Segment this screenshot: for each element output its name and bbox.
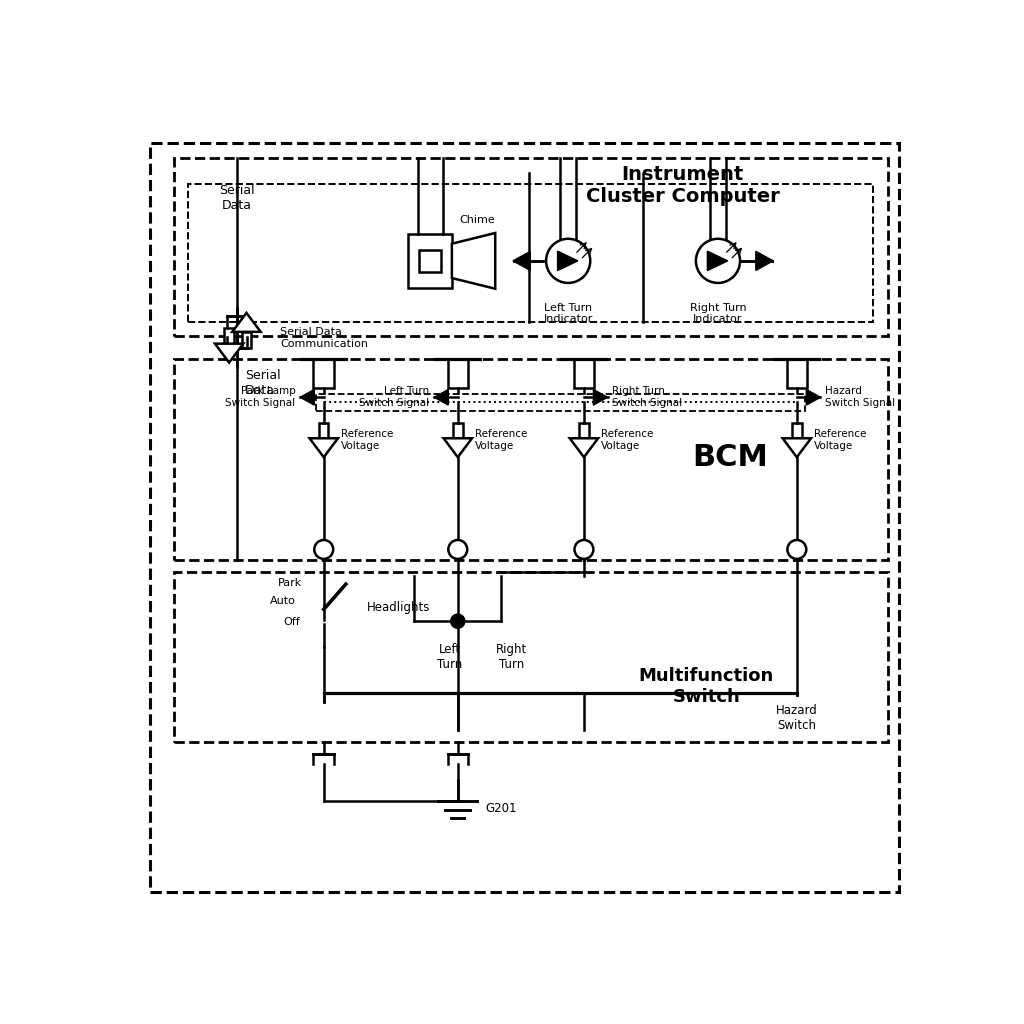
Text: Serial
Data: Serial Data bbox=[219, 183, 255, 212]
Bar bbox=[573, 359, 594, 388]
Polygon shape bbox=[443, 438, 472, 457]
Circle shape bbox=[314, 540, 333, 559]
Polygon shape bbox=[756, 251, 773, 270]
Text: G201: G201 bbox=[485, 803, 517, 815]
Bar bbox=[242, 332, 251, 347]
Circle shape bbox=[449, 540, 467, 559]
Bar bbox=[419, 250, 441, 272]
Text: Reference
Voltage: Reference Voltage bbox=[475, 429, 527, 451]
Polygon shape bbox=[434, 389, 449, 406]
Polygon shape bbox=[215, 344, 244, 362]
Text: Hazard
Switch Signal: Hazard Switch Signal bbox=[825, 386, 895, 409]
Text: Reference
Voltage: Reference Voltage bbox=[341, 429, 393, 451]
Text: Off: Off bbox=[284, 617, 300, 627]
Bar bbox=[224, 328, 233, 344]
Circle shape bbox=[574, 540, 593, 559]
Circle shape bbox=[546, 239, 590, 283]
Polygon shape bbox=[708, 251, 728, 270]
Bar bbox=[174, 359, 888, 560]
Bar bbox=[409, 234, 452, 288]
Bar bbox=[174, 572, 888, 741]
Bar bbox=[188, 183, 873, 322]
Bar bbox=[793, 423, 802, 438]
Text: Left
Turn: Left Turn bbox=[437, 643, 463, 672]
Polygon shape bbox=[300, 389, 314, 406]
Text: Auto: Auto bbox=[270, 597, 296, 606]
Text: Park Lamp
Switch Signal: Park Lamp Switch Signal bbox=[225, 386, 295, 409]
Text: Reference
Voltage: Reference Voltage bbox=[601, 429, 653, 451]
Bar bbox=[580, 423, 589, 438]
Bar bbox=[313, 359, 334, 388]
Text: Left Turn
Switch Signal: Left Turn Switch Signal bbox=[359, 386, 429, 409]
Circle shape bbox=[451, 614, 465, 629]
Circle shape bbox=[787, 540, 806, 559]
Polygon shape bbox=[309, 438, 338, 457]
Text: Multifunction
Switch: Multifunction Switch bbox=[639, 668, 774, 706]
Polygon shape bbox=[782, 438, 811, 457]
Polygon shape bbox=[593, 389, 607, 406]
Circle shape bbox=[696, 239, 740, 283]
Polygon shape bbox=[513, 251, 530, 270]
Bar bbox=[786, 359, 807, 388]
Polygon shape bbox=[232, 313, 261, 332]
Text: Reference
Voltage: Reference Voltage bbox=[814, 429, 866, 451]
Text: Headlights: Headlights bbox=[367, 601, 430, 614]
Text: Serial Data
Communication: Serial Data Communication bbox=[281, 328, 369, 349]
Text: Serial
Data: Serial Data bbox=[245, 369, 281, 397]
Text: BCM: BCM bbox=[692, 443, 768, 472]
Text: Left Turn
Indicator: Left Turn Indicator bbox=[544, 303, 593, 325]
Polygon shape bbox=[452, 233, 496, 289]
Polygon shape bbox=[806, 389, 820, 406]
Polygon shape bbox=[558, 251, 578, 270]
Text: Instrument
Cluster Computer: Instrument Cluster Computer bbox=[586, 166, 779, 207]
Polygon shape bbox=[569, 438, 598, 457]
Text: Right Turn
Switch Signal: Right Turn Switch Signal bbox=[612, 386, 682, 409]
Text: Chime: Chime bbox=[460, 215, 496, 225]
Text: Right Turn
Indicator: Right Turn Indicator bbox=[690, 303, 746, 325]
Bar bbox=[174, 159, 888, 336]
Bar bbox=[315, 394, 805, 412]
Text: Hazard
Switch: Hazard Switch bbox=[776, 705, 818, 732]
Bar bbox=[319, 423, 329, 438]
Bar bbox=[453, 423, 463, 438]
Bar bbox=[447, 359, 468, 388]
Text: Park: Park bbox=[278, 578, 302, 588]
Text: Right
Turn: Right Turn bbox=[496, 643, 527, 672]
